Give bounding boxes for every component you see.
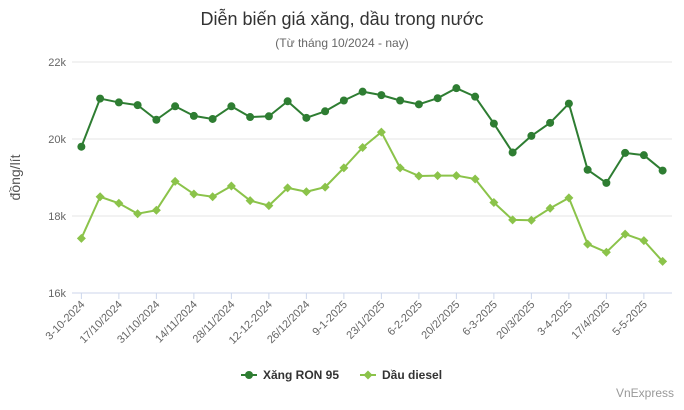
data-point-diesel xyxy=(189,189,199,199)
data-point-diesel xyxy=(526,215,536,225)
data-point-diesel xyxy=(358,142,368,152)
data-point-diesel xyxy=(489,198,499,208)
data-point-ron95 xyxy=(639,151,648,160)
data-point-diesel xyxy=(508,215,518,225)
data-point-diesel xyxy=(170,176,180,186)
y-tick-label: 16k xyxy=(48,288,66,300)
data-point-ron95 xyxy=(583,165,592,174)
data-point-diesel xyxy=(545,203,555,213)
x-tick-label: 23/1/2025 xyxy=(344,299,387,342)
data-point-diesel xyxy=(226,181,236,191)
data-point-ron95 xyxy=(152,115,161,124)
grid-layer xyxy=(72,61,672,294)
data-point-ron95 xyxy=(377,91,386,100)
series-layer xyxy=(76,84,668,266)
data-point-ron95 xyxy=(527,131,536,140)
data-point-ron95 xyxy=(114,98,123,107)
legend: Xăng RON 95 Dầu diesel xyxy=(241,368,442,382)
legend-symbol-diesel xyxy=(363,370,373,380)
data-point-ron95 xyxy=(133,101,142,110)
data-point-ron95 xyxy=(77,142,86,151)
series-line-diesel xyxy=(80,131,664,263)
y-axis-label: đồng/lít xyxy=(7,154,23,200)
data-point-ron95 xyxy=(433,94,442,103)
legend-label: Xăng RON 95 xyxy=(263,368,339,382)
data-point-ron95 xyxy=(96,94,105,103)
data-point-ron95 xyxy=(264,112,273,121)
chart-title: Diễn biến giá xăng, dầu trong nước xyxy=(200,9,484,29)
data-point-ron95 xyxy=(171,102,180,111)
data-point-diesel xyxy=(620,229,630,239)
data-point-ron95 xyxy=(358,87,367,96)
data-point-diesel xyxy=(245,196,255,206)
credit-label: VnExpress xyxy=(615,386,674,400)
x-tick-label: 20/2/2025 xyxy=(419,299,462,342)
data-point-diesel xyxy=(470,174,480,184)
data-point-ron95 xyxy=(602,178,611,187)
y-tick-label: 22k xyxy=(48,57,66,69)
data-point-diesel xyxy=(376,127,386,137)
data-point-ron95 xyxy=(321,107,330,116)
data-point-diesel xyxy=(564,193,574,203)
data-point-diesel xyxy=(451,171,461,181)
x-tick-label: 20/3/2025 xyxy=(494,299,537,342)
data-point-ron95 xyxy=(508,148,517,157)
data-point-diesel xyxy=(76,233,86,243)
y-tick-label: 20k xyxy=(48,134,66,146)
data-point-ron95 xyxy=(564,99,573,108)
data-point-diesel xyxy=(583,239,593,249)
data-point-ron95 xyxy=(339,96,348,105)
data-point-ron95 xyxy=(658,166,667,175)
legend-label: Dầu diesel xyxy=(382,368,442,382)
data-point-diesel xyxy=(264,201,274,211)
data-point-diesel xyxy=(95,192,105,202)
data-point-ron95 xyxy=(208,114,217,123)
data-point-diesel xyxy=(208,192,218,202)
series-line-ron95 xyxy=(80,87,664,184)
data-point-ron95 xyxy=(471,92,480,101)
data-point-ron95 xyxy=(621,148,630,157)
data-point-ron95 xyxy=(227,102,236,111)
data-point-ron95 xyxy=(414,100,423,109)
data-point-diesel xyxy=(114,198,124,208)
x-tick-label: 5-5-2025 xyxy=(610,299,650,339)
data-point-diesel xyxy=(151,205,161,215)
data-point-ron95 xyxy=(246,113,255,122)
data-point-diesel xyxy=(601,247,611,257)
data-point-diesel xyxy=(301,187,311,197)
data-point-diesel xyxy=(395,163,405,173)
data-point-diesel xyxy=(339,163,349,173)
data-point-diesel xyxy=(133,209,143,219)
data-point-ron95 xyxy=(189,111,198,120)
data-point-ron95 xyxy=(302,113,311,122)
data-point-ron95 xyxy=(452,84,461,93)
legend-symbol-ron95 xyxy=(245,371,253,379)
data-point-ron95 xyxy=(283,97,292,106)
data-point-diesel xyxy=(433,171,443,181)
chart-subtitle: (Từ tháng 10/2024 - nay) xyxy=(275,36,409,50)
data-point-diesel xyxy=(414,171,424,181)
y-tick-label: 18k xyxy=(48,211,66,223)
data-point-ron95 xyxy=(396,96,405,105)
data-point-diesel xyxy=(320,182,330,192)
data-point-diesel xyxy=(283,183,293,193)
data-point-ron95 xyxy=(546,118,555,127)
data-point-diesel xyxy=(658,256,668,266)
data-point-ron95 xyxy=(489,119,498,128)
x-tick-label: 17/4/2025 xyxy=(569,299,612,342)
data-point-diesel xyxy=(639,236,649,246)
